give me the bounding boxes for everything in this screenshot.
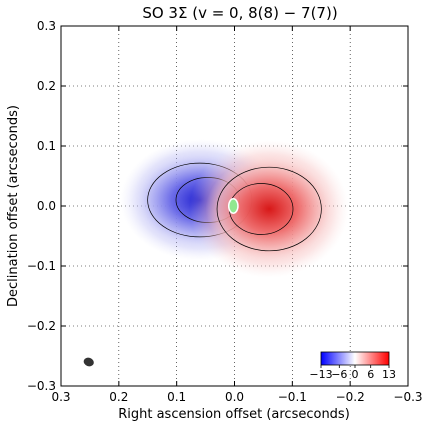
continuum-source: [227, 198, 239, 214]
red-lobe: [205, 158, 333, 260]
y-tick-label: 0.2: [37, 79, 56, 93]
x-tick-label: 0.2: [109, 390, 128, 404]
y-tick-label: −0.3: [27, 379, 56, 393]
beam-ellipse: [83, 357, 94, 367]
y-tick-label: 0.3: [37, 19, 56, 33]
colorbar-tick-label: 13: [382, 368, 396, 381]
x-tick-label: 0.1: [167, 390, 186, 404]
colorbar-tick-label: 0: [352, 368, 359, 381]
chart-title: SO 3Σ (v = 0, 8(8) − 7(7)): [142, 4, 337, 22]
x-tick-label: 0.3: [51, 390, 70, 404]
emission-map: [83, 139, 349, 367]
y-tick-label: −0.1: [27, 259, 56, 273]
colorbar-ticks: −13−6 0 6 13: [309, 365, 396, 381]
colorbar-tick-label: 6: [367, 368, 374, 381]
colorbar-tick-label: −13: [309, 368, 332, 381]
colorbar-tick-label: −6: [331, 368, 347, 381]
x-ticks: 0.3 0.2 0.1 0.0 −0.1 −0.2 −0.3: [51, 26, 423, 404]
x-tick-label: −0.3: [393, 390, 422, 404]
x-tick-label: 0.0: [225, 390, 244, 404]
x-axis-label: Right ascension offset (arcseconds): [118, 407, 350, 422]
red-lobe-contour-outer: [216, 166, 322, 252]
plot-area: [61, 26, 408, 386]
y-ticks: −0.3 −0.2 −0.1 0.0 0.1 0.2 0.3: [27, 19, 408, 393]
colorbar-gradient: [320, 351, 390, 366]
y-tick-label: 0.0: [37, 199, 56, 213]
x-tick-label: −0.2: [336, 390, 365, 404]
y-tick-label: −0.2: [27, 319, 56, 333]
y-tick-label: 0.1: [37, 139, 56, 153]
colorbar: −13−6 0 6 13: [309, 351, 396, 381]
y-axis-label: Declination offset (arcseconds): [6, 105, 21, 307]
x-tick-label: −0.1: [278, 390, 307, 404]
